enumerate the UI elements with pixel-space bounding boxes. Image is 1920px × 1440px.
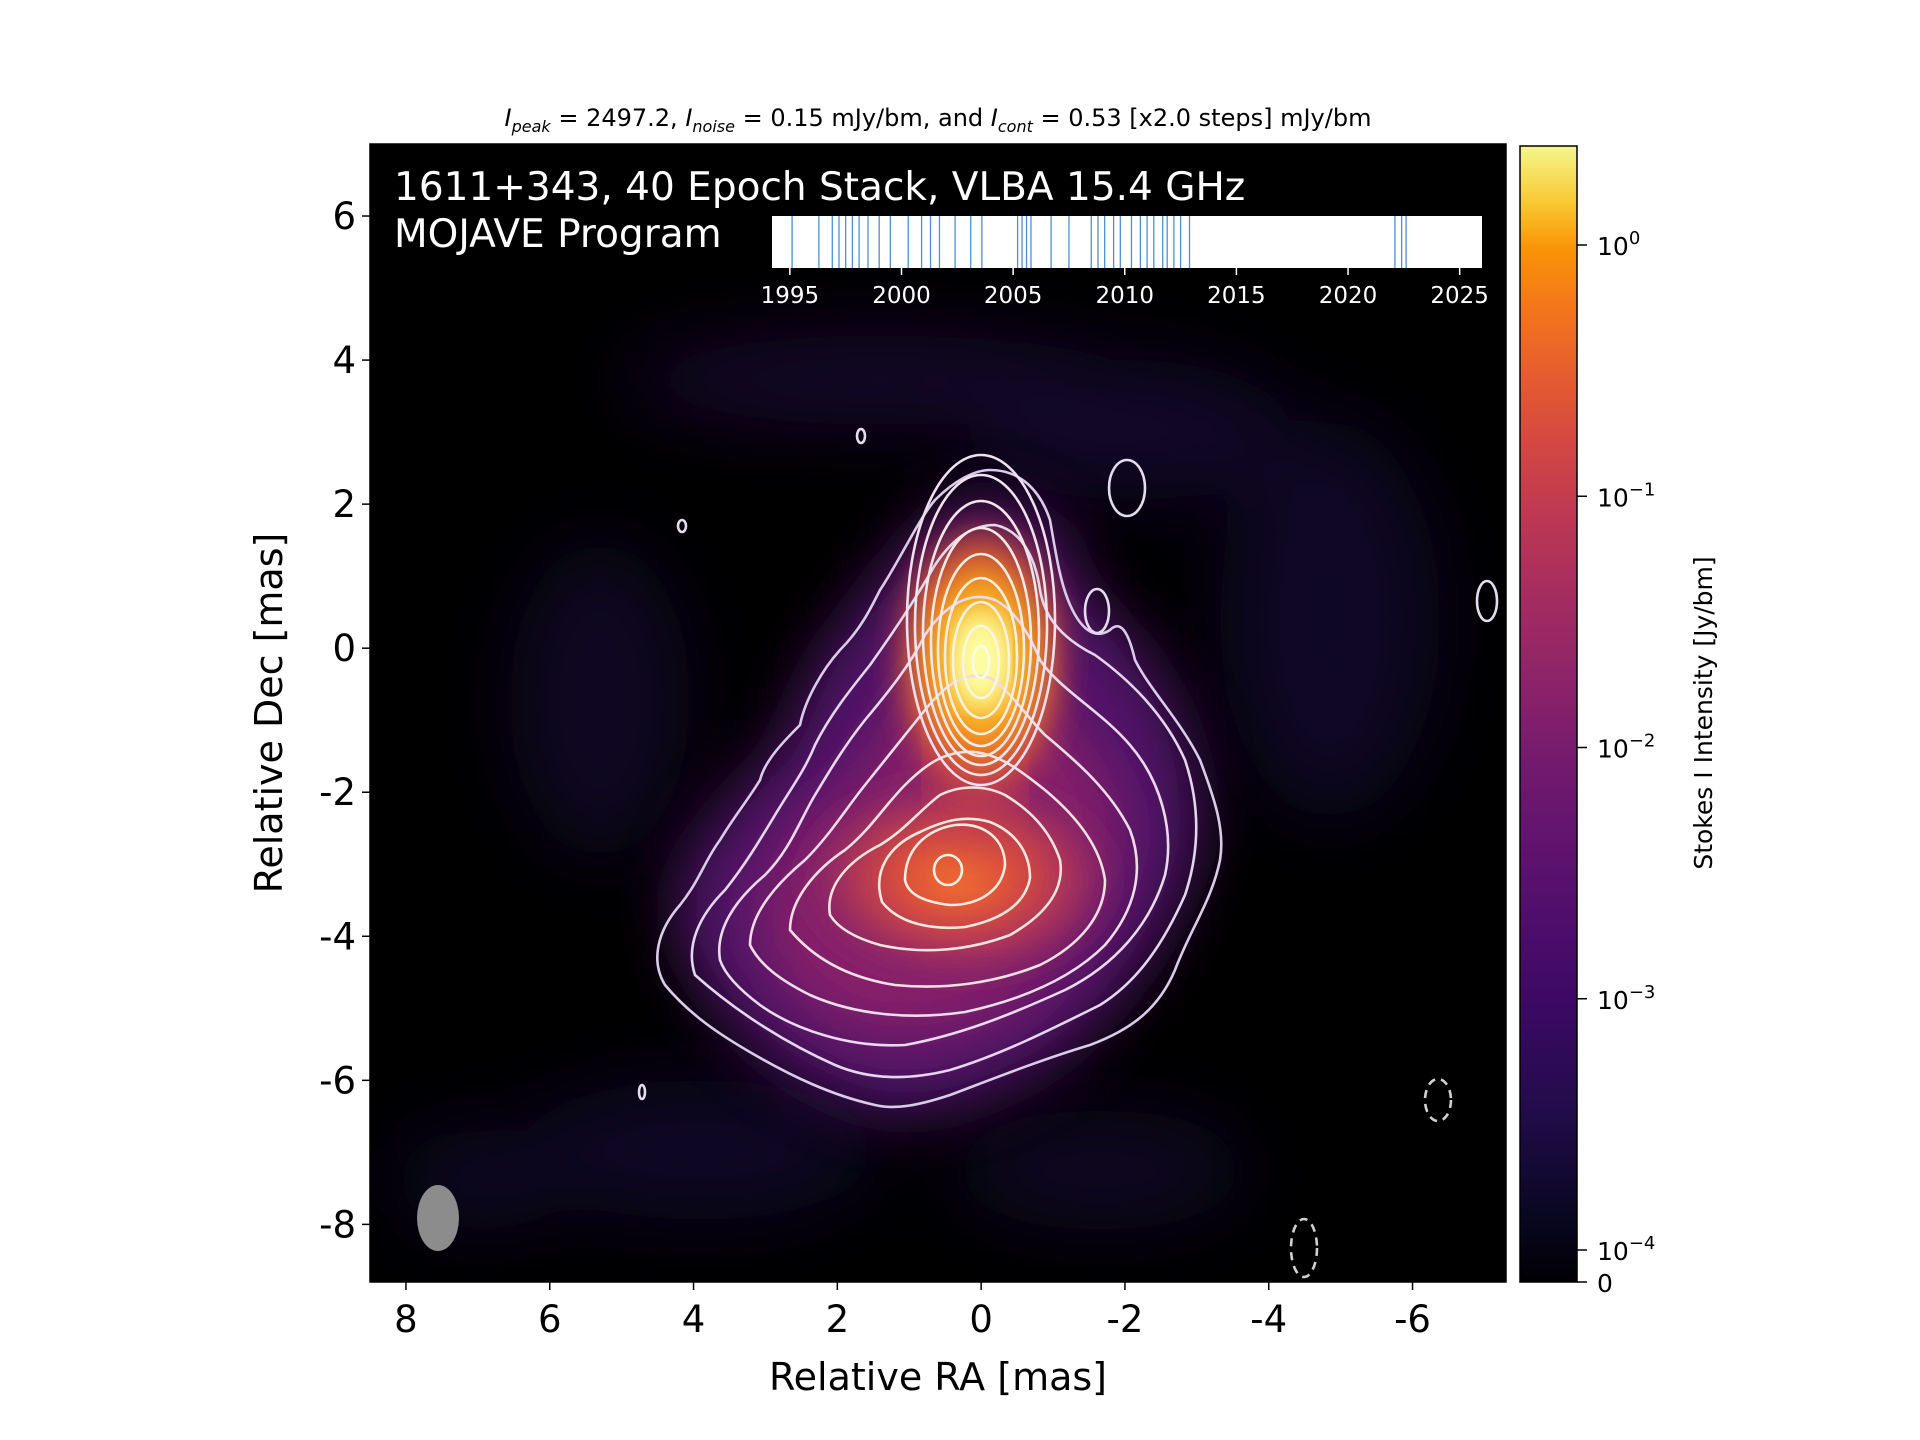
colorbar-tick-label: 10−4 [1597,1233,1655,1266]
epoch-tick-label: 1995 [761,283,820,309]
contour-jet-peak [932,853,964,887]
contour-4 [748,674,1139,1017]
colorbar-tick-label: 10−3 [1597,982,1655,1015]
colorbar: 100 10−1 10−2 10−3 10−4 0 Stokes I Intensity … [1519,145,1718,1298]
epoch-ticks: 1995 2000 2005 2010 2015 2020 2025 [761,268,1489,309]
y-tick-label: 2 [332,483,356,526]
image-stats-header: Ipeak = 2497.2, Inoise = 0.15 mJy/bm, an… [505,104,1372,136]
x-tick-label: -4 [1250,1298,1287,1341]
epoch-tick-label: 2025 [1430,283,1489,309]
epoch-tick-label: 2010 [1095,283,1154,309]
colorbar-label: Stokes I Intensity [Jy/bm] [1689,556,1718,869]
colorbar-tick-label: 10−2 [1597,731,1655,764]
epoch-tick-label: 2015 [1207,283,1266,309]
contour-7 [877,817,1032,930]
colorbar-bar [1519,145,1578,1283]
contour-2 [690,523,1198,1079]
epoch-lines [791,216,1407,268]
colorbar-tick-label: 0 [1597,1269,1613,1298]
x-tick-label: 4 [682,1298,706,1341]
y-axis: 6 4 2 0 -2 -4 -6 -8 [319,195,370,1246]
x-tick-label: 8 [394,1298,418,1341]
contour-5 [788,750,1107,988]
x-tick-label: 6 [538,1298,562,1341]
y-tick-label: -8 [319,1203,356,1246]
y-tick-label: 6 [332,195,356,238]
source-title: 1611+343, 40 Epoch Stack, VLBA 15.4 GHz [394,165,1245,210]
epoch-tick-label: 2005 [984,283,1043,309]
epoch-timeline: 1995 2000 2005 2010 2015 2020 2025 [761,216,1489,309]
intensity-map: 1611+343, 40 Epoch Stack, VLBA 15.4 GHz … [370,144,1506,1282]
plot-frame [369,143,1507,1283]
colorbar-tick-label: 100 [1597,228,1640,261]
x-axis-label: Relative RA [mas] [769,1355,1107,1399]
x-tick-label: -6 [1394,1298,1431,1341]
y-tick-label: 0 [332,627,356,670]
intensity-contours [637,427,1499,1279]
x-tick-label: 0 [969,1298,993,1341]
diffuse-noise-emission [390,335,1440,1230]
x-axis: 8 6 4 2 0 -2 -4 -6 [394,1282,1431,1341]
epoch-tick-label: 2020 [1319,283,1378,309]
beam-ellipse [417,1185,459,1251]
contour-3 [717,595,1170,1047]
isolated-contours [637,427,1499,1101]
contour-6 [828,786,1063,952]
core-contours [905,453,1057,787]
y-tick-label: -6 [319,1059,356,1102]
y-axis-label: Relative Dec [mas] [247,533,291,894]
y-tick-label: -2 [319,771,356,814]
colorbar-tick-label: 10−1 [1597,479,1655,512]
epoch-timeline-box [772,216,1482,268]
colorbar-ticks: 100 10−1 10−2 10−3 10−4 0 [1577,228,1655,1298]
y-tick-label: -4 [319,915,356,958]
program-title: MOJAVE Program [394,212,722,257]
contour-8 [903,823,1007,907]
negative-contours [1289,1077,1453,1279]
y-tick-label: 4 [332,339,356,382]
x-tick-label: -2 [1106,1298,1143,1341]
x-tick-label: 2 [826,1298,850,1341]
contour-1 [656,468,1223,1109]
epoch-tick-label: 2000 [872,283,931,309]
